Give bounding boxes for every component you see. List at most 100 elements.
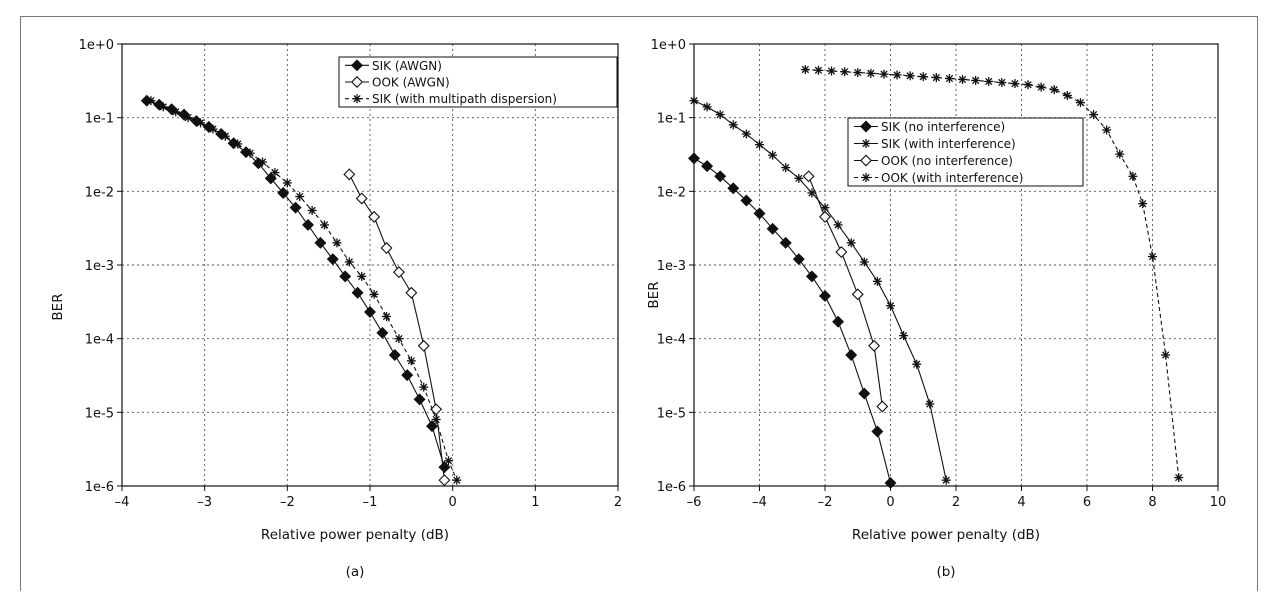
chart-a-xtick-label: –3 [197,495,212,510]
chart-b-data-point [1010,79,1020,89]
chart-a-data-point [158,102,168,112]
chart-b-ytick-label: 1e-3 [657,259,686,274]
chart-b-data-point [859,257,869,267]
chart-a-data-point [444,456,454,466]
chart-b-legend-marker [861,139,871,148]
chart-b-data-point [1128,171,1138,181]
chart-b-xtick-label: 2 [952,495,960,510]
chart-a-data-point [295,192,305,202]
chart-b-legend-marker [860,120,872,133]
chart-b-ytick-label: 1e-1 [657,112,686,127]
chart-b-data-point [781,163,791,173]
chart-a-data-point [146,96,156,106]
chart-b-data-point [819,210,831,223]
chart-b-data-point [800,65,810,75]
chart-a-data-point [343,168,356,181]
chart-b-data-point [753,207,766,220]
chart-b-data-point [1138,199,1148,209]
chart-b-data-point [868,339,881,352]
chart-a-series-line [348,174,445,481]
chart-a-data-point [438,461,451,474]
chart-a-data-point [417,339,430,352]
chart-a-xtick-label: –1 [363,495,378,510]
chart-a-data-point [380,242,393,255]
chart-b-data-point [1148,252,1157,262]
chart-b-series [688,65,1184,489]
chart-a-data-point [344,257,354,267]
chart-a-data-point [376,326,389,339]
chart-b-grid [694,44,1218,486]
chart-a-legend-label: OOK (AWGN) [372,76,450,90]
chart-b-data-point [912,359,922,369]
chart-b-data-point [827,66,837,76]
chart-b-data-point [727,182,740,195]
chart-b-data-point [779,236,792,249]
chart-b-data-point [701,160,714,173]
chart-b-ytick-label: 1e-4 [657,333,686,348]
chart-b-data-point [871,425,884,438]
chart-b-data-point [794,173,804,183]
chart-a-legend-marker [351,59,363,72]
chart-b-data-point [931,73,941,83]
chart-a-data-point [171,107,181,117]
chart-b-data-point [1023,80,1033,90]
chart-a-data-point [394,334,404,344]
chart-b-data-point [688,152,700,165]
chart-b-xtick-label: –6 [687,495,702,510]
chart-b-legend: SIK (no interference) SIK (with interfere… [847,117,1084,187]
chart-b-xtick-label: –2 [818,495,833,510]
chart-a-data-point [431,414,441,424]
chart-a-data-point [419,382,429,392]
chart-b-xlabel: Relative power penalty (dB) [852,527,1040,543]
chart-a-data-point [314,236,327,249]
chart-b-data-point [1174,473,1184,483]
chart-a-data-point [401,369,414,382]
chart-b-xtick-label: 10 [1210,495,1227,510]
chart-b-data-point [892,70,902,80]
chart-b-ylabel: BER [646,281,662,308]
chart-a-data-point [270,168,280,178]
chart-a-data-point [320,220,330,230]
figure-frame [20,16,1258,591]
chart-a-data-point [165,103,178,116]
chart-a-data-point [430,403,443,416]
chart-b-data-point [1102,125,1112,135]
chart-b-data-point [884,476,897,489]
chart-b-legend-label: OOK (no interference) [881,154,1013,168]
chart-a-series-line [150,100,458,481]
chart-a-ylabel: BER [50,293,66,320]
chart-b-data-point [715,110,725,120]
chart-a-data-point [368,210,381,223]
chart-a-data-point [438,474,451,487]
chart-a-data-point [413,393,426,406]
chart-b-data-point [714,170,727,183]
chart-b-data-point [1075,98,1085,108]
chart-b-legend-marker [860,154,872,167]
chart-a-data-point [245,148,255,158]
chart-b-data-point [820,203,830,213]
chart-a-xtick-label: 1 [531,495,539,510]
chart-a: –4 –3 –2 –1 0 1 21e-61e-51e-41e-31e-21e-11e+0 … [50,38,622,580]
chart-a-data-point [196,118,206,128]
chart-b-xtick-label: 0 [886,495,894,510]
chart-a-legend-box [338,56,618,108]
chart-b-legend-label: SIK (with interference) [881,137,1016,151]
chart-a-legend-marker [352,94,362,104]
chart-b-ytick-label: 1e-6 [657,480,686,495]
chart-a-series-line [146,100,445,468]
chart-b-data-point [918,72,928,82]
chart-a-data-point [452,475,462,485]
chart-b-data-point [766,222,779,235]
chart-b-data-point [840,67,850,77]
chart-a-data-point [406,356,416,366]
chart-a-ytick-label: 1e-4 [85,333,114,348]
chart-b-data-point [997,78,1007,88]
chart-b-data-point [768,150,778,160]
chart-a-data-point [426,420,438,433]
chart-a-xtick-label: –2 [280,495,295,510]
chart-b-data-point [1161,350,1171,360]
chart-b-data-point [958,74,968,84]
chart-a-xtick-label: 2 [614,495,622,510]
chart-a-data-point [264,172,277,185]
chart-b-data-point [944,74,954,84]
